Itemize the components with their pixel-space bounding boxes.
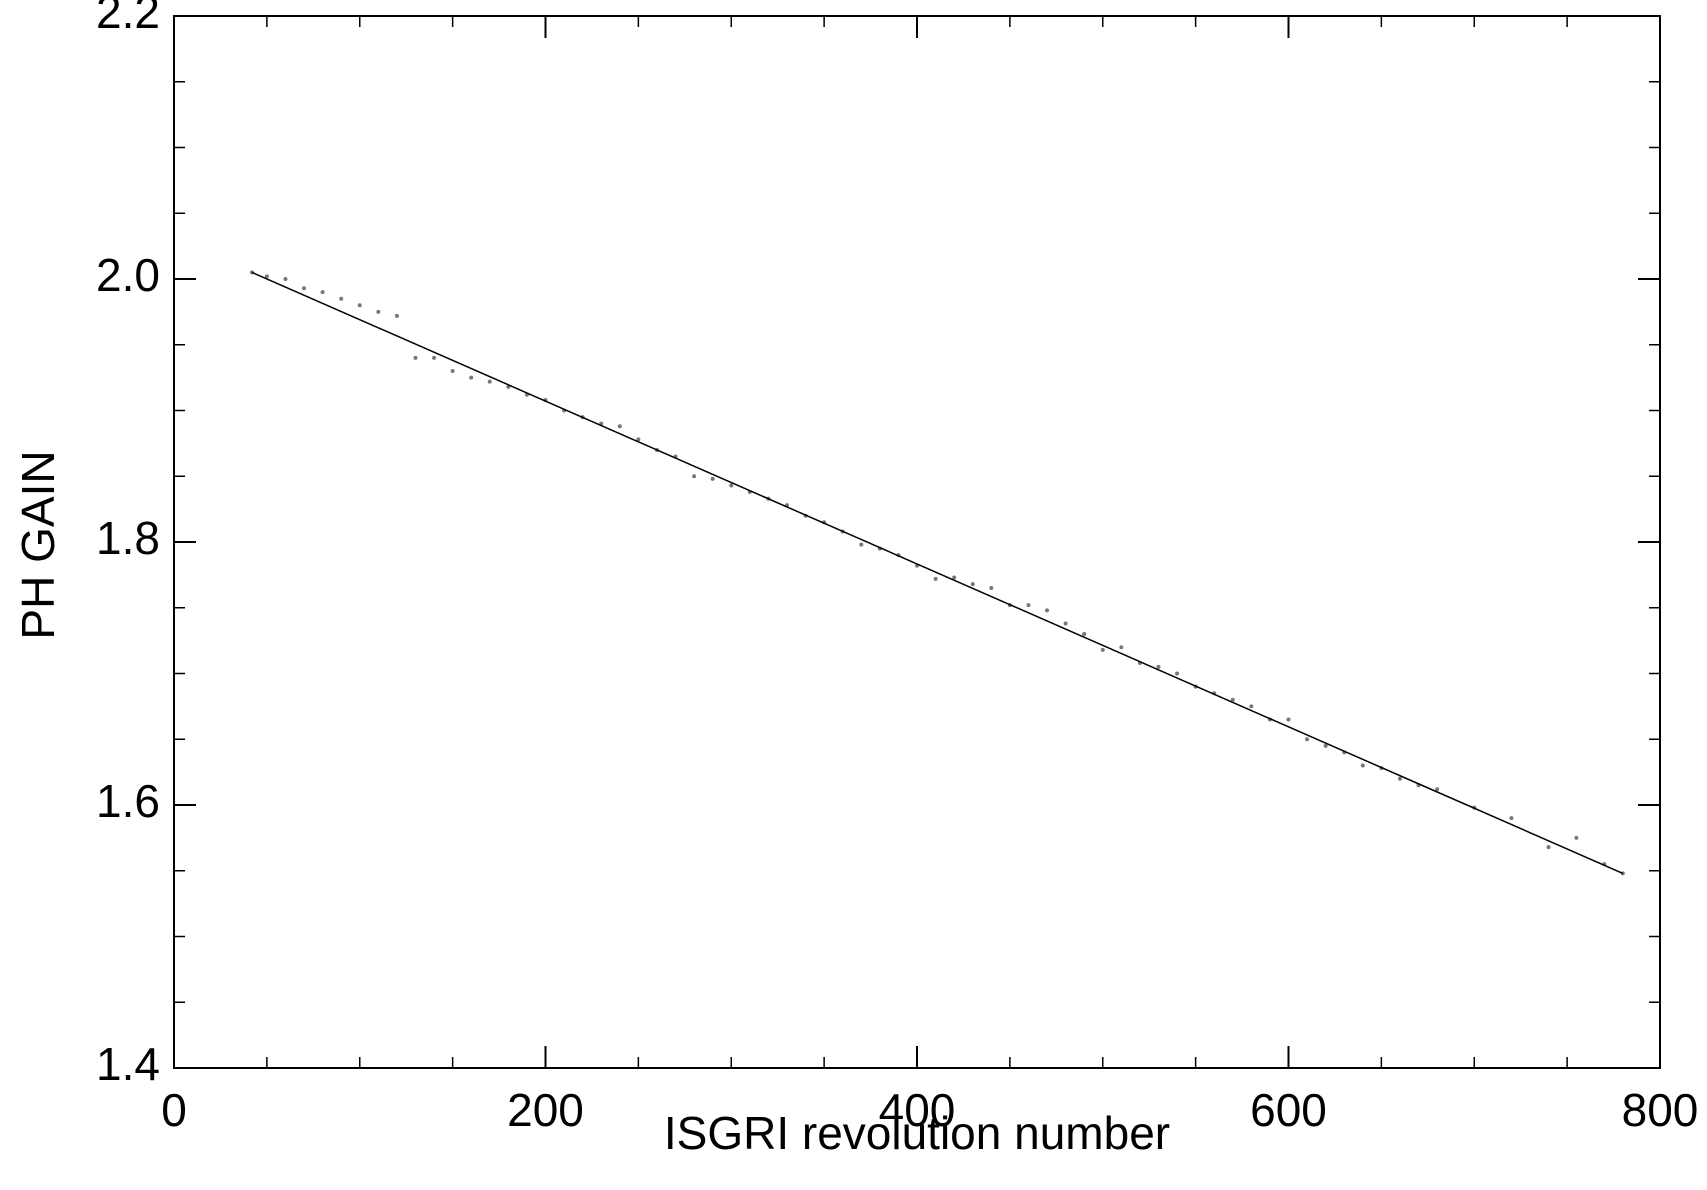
data-point — [1175, 671, 1180, 676]
data-point — [636, 437, 641, 442]
data-point — [1360, 763, 1365, 768]
y-tick-label: 1.8 — [96, 512, 160, 564]
data-point — [1286, 717, 1291, 722]
data-point — [469, 375, 474, 380]
data-point — [1045, 608, 1050, 613]
fit-line — [251, 271, 1624, 875]
data-point — [357, 303, 362, 308]
data-point — [1100, 647, 1105, 652]
data-point — [1323, 743, 1328, 748]
data-point — [1305, 737, 1310, 742]
y-tick-label: 1.4 — [96, 1038, 160, 1090]
data-point — [1574, 835, 1579, 840]
x-tick-label: 600 — [1250, 1084, 1327, 1136]
data-point — [1082, 632, 1087, 637]
x-tick-label: 200 — [507, 1084, 584, 1136]
data-point — [1230, 697, 1235, 702]
data-point — [1026, 603, 1031, 608]
data-point — [320, 290, 325, 295]
y-tick-label: 2.0 — [96, 249, 160, 301]
data-point — [1156, 664, 1161, 669]
data-point — [1119, 645, 1124, 650]
data-point — [432, 355, 437, 360]
x-tick-label: 0 — [161, 1084, 187, 1136]
data-point — [394, 313, 399, 318]
data-point — [692, 474, 697, 479]
data-point — [1397, 776, 1402, 781]
data-point — [339, 296, 344, 301]
data-point — [376, 309, 381, 314]
data-point — [302, 286, 307, 291]
data-point — [1063, 621, 1068, 626]
data-point — [413, 355, 418, 360]
x-axis-label: ISGRI revolution number — [664, 1107, 1170, 1159]
data-point — [283, 277, 288, 281]
data-point — [1546, 845, 1551, 850]
data-point — [859, 542, 864, 547]
x-tick-label: 800 — [1622, 1084, 1699, 1136]
data-point — [264, 274, 269, 279]
data-point — [729, 483, 734, 488]
data-point — [1249, 704, 1254, 709]
plot-frame — [173, 15, 1661, 1069]
x-tick-label: 400 — [879, 1084, 956, 1136]
data-point — [970, 582, 975, 587]
data-point — [1509, 816, 1514, 821]
data-point — [952, 575, 957, 580]
data-point — [617, 424, 622, 429]
data-point — [487, 379, 492, 384]
data-point — [989, 586, 994, 591]
data-point — [1435, 787, 1440, 792]
data-point — [450, 369, 455, 374]
y-tick-label: 2.2 — [96, 0, 160, 38]
data-point — [933, 576, 938, 581]
y-tick-label: 1.6 — [96, 775, 160, 827]
y-axis-label: PH GAIN — [12, 450, 64, 639]
data-point — [710, 476, 715, 481]
